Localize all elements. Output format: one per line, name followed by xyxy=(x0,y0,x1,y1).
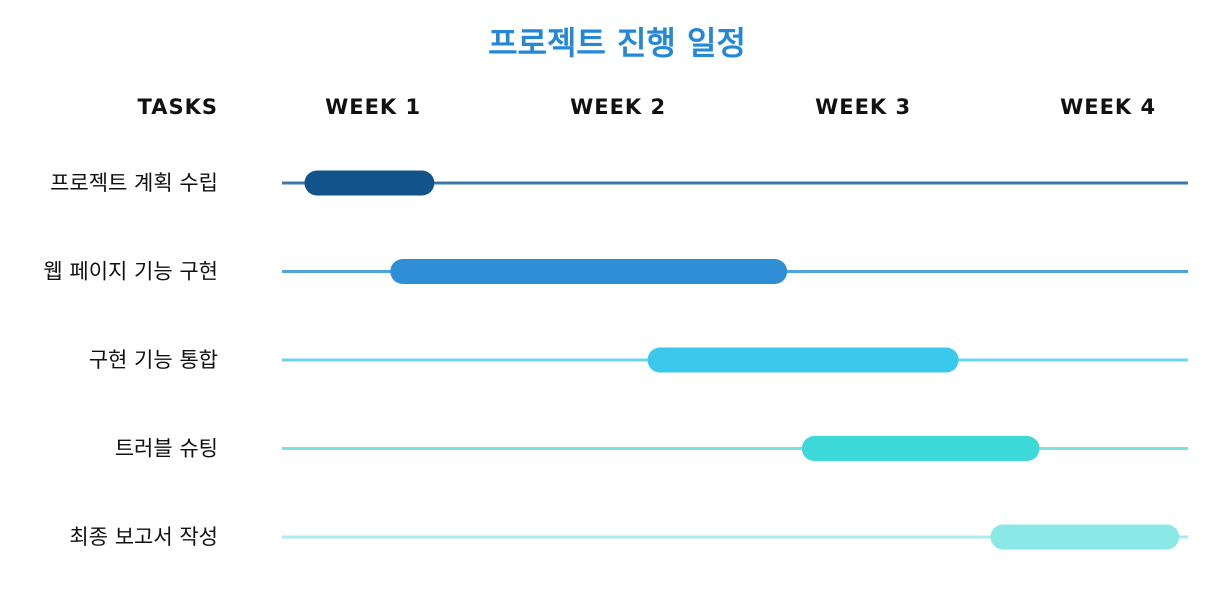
task-label-2: 웹 페이지 기능 구현 xyxy=(43,260,218,284)
task-label-4: 트러블 슈팅 xyxy=(115,437,218,461)
task-label-3: 구현 기능 통합 xyxy=(89,348,218,372)
week-header-2: WEEK 2 xyxy=(570,95,666,119)
week-header-1: WEEK 1 xyxy=(325,95,421,119)
task-bar-3 xyxy=(648,348,959,373)
week-header-4: WEEK 4 xyxy=(1060,95,1156,119)
week-header-3: WEEK 3 xyxy=(815,95,911,119)
task-bar-1 xyxy=(305,171,435,196)
task-label-5: 최종 보고서 작성 xyxy=(69,525,218,549)
chart-title: 프로젝트 진행 일정 xyxy=(488,24,746,62)
task-bar-2 xyxy=(390,259,787,284)
task-label-1: 프로젝트 계획 수립 xyxy=(50,171,218,195)
task-bar-4 xyxy=(802,436,1040,461)
task-bar-5 xyxy=(991,525,1180,550)
week-headers: WEEK 1 WEEK 2 WEEK 3 WEEK 4 xyxy=(325,95,1156,119)
tasks-column-header: TASKS xyxy=(138,95,218,119)
